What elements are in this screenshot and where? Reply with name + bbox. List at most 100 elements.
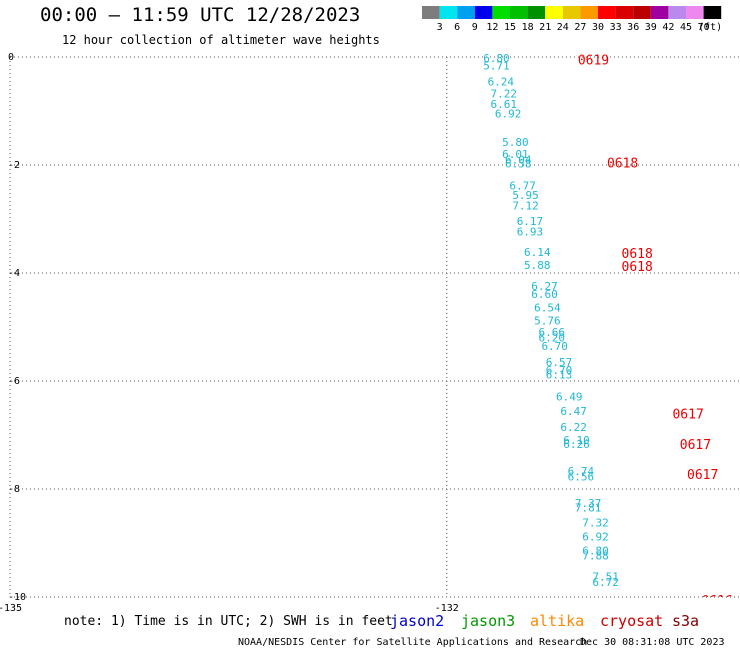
colorbar-swatch	[474, 6, 493, 19]
wave-height-value: 6.22	[560, 421, 587, 434]
colorbar-swatch	[580, 6, 598, 19]
colorbar-swatch	[703, 6, 722, 19]
colorbar-tick-label: 9	[472, 22, 478, 33]
wave-height-value: 6.27	[531, 280, 558, 293]
wave-height-value: 6.57	[546, 356, 573, 369]
satellite-legend-jason3: jason3	[461, 612, 515, 630]
colorbar-swatch	[527, 6, 546, 19]
colorbar-tick-label: 12	[486, 22, 498, 33]
pass-time-label: 0616	[702, 594, 733, 609]
pass-time-label: 0616	[702, 603, 733, 618]
altimeter-tracks: 6.805.716.247.226.616.925.806.016.046.58…	[483, 52, 619, 608]
colorbar-swatch	[562, 6, 581, 19]
track-west: 6.805.716.247.226.616.925.806.016.046.58…	[483, 52, 619, 608]
colorbar-swatch	[492, 6, 510, 19]
wave-height-value: 6.70	[541, 340, 568, 353]
wave-height-value: 6.24	[488, 75, 515, 88]
wave-height-value: 6.70	[546, 364, 573, 377]
wave-height-value: 5.71	[483, 60, 510, 73]
lon-tick-label: -135	[0, 603, 22, 614]
colorbar-swatch	[598, 6, 616, 19]
lat-tick-label: -2	[8, 160, 20, 171]
wave-height-value: 6.54	[534, 302, 561, 315]
lat-tick-label: -8	[8, 484, 20, 495]
pass-labels: 0619061806180618061706170617061606160637…	[578, 54, 733, 618]
colorbar-swatch	[422, 6, 440, 19]
colorbar-tick-label: 6	[454, 22, 460, 33]
wave-height-value: 6.60	[531, 288, 558, 301]
wave-height-value: 6.58	[505, 157, 532, 170]
wave-height-value: 6.74	[568, 465, 595, 478]
pass-time-label: 0617	[672, 407, 703, 422]
wave-height-value: 6.30	[592, 595, 619, 608]
wave-height-value: 6.01	[502, 148, 529, 161]
page-title: 00:00 — 11:59 UTC 12/28/2023	[40, 4, 361, 26]
colorbar-tick-label: 42	[662, 22, 674, 33]
wave-height-value: 6.10	[563, 434, 590, 447]
colorbar-swatch	[545, 6, 563, 19]
lat-tick-label: -6	[8, 376, 20, 387]
satellite-legend-jason2: jason2	[390, 612, 444, 630]
colorbar-unit: (ft)	[698, 22, 722, 33]
colorbar-swatch	[668, 6, 686, 19]
pass-time-label: 0618	[622, 260, 653, 275]
colorbar-swatch	[650, 6, 669, 19]
wave-height-value: 5.88	[524, 259, 551, 272]
colorbar-tick-label: 15	[504, 22, 516, 33]
wave-height-value: 6.49	[556, 391, 583, 404]
wave-height-value: 6.80	[483, 52, 510, 65]
wave-height-value: 7.51	[592, 570, 619, 583]
pass-time-label: 0617	[687, 468, 718, 483]
axis-tick-labels: -135-132-129-126-123-1200-2-4-6-8-10	[0, 52, 459, 614]
pass-time-label: 0618	[622, 247, 653, 262]
colorbar-swatch	[510, 6, 528, 19]
wave-height-value: 5.80	[502, 136, 529, 149]
pass-time-label: 0617	[680, 438, 711, 453]
wave-height-value: 6.80	[582, 545, 609, 558]
footer-timestamp: Dec 30 08:31:08 UTC 2023	[580, 637, 725, 648]
wave-height-value: 6.17	[517, 215, 544, 228]
colorbar-tick-label: 21	[539, 22, 551, 33]
page-subtitle: 12 hour collection of altimeter wave hei…	[62, 33, 380, 47]
wave-height-value: 7.12	[512, 200, 539, 213]
units-note: note: 1) Time is in UTC; 2) SWH is in fe…	[64, 614, 393, 629]
satellite-legend-cryosat: cryosat	[600, 612, 663, 630]
wave-height-value: 6.93	[517, 225, 544, 238]
wave-height-value: 6.92	[582, 531, 609, 544]
wave-height-value: 7.32	[582, 516, 609, 529]
pass-time-label: 0619	[578, 54, 609, 69]
wave-height-value: 6.77	[509, 180, 535, 193]
pass-time-label: 0618	[607, 156, 638, 171]
colorbar-tick-label: 18	[522, 22, 534, 33]
wave-height-value: 6.26	[563, 438, 590, 451]
colorbar-swatch	[633, 6, 651, 19]
colorbar-tick-label: 33	[610, 22, 622, 33]
wave-height-value: 6.04	[505, 154, 532, 167]
satellite-legend-s3a: s3a	[672, 612, 699, 630]
lon-tick-label: -132	[435, 603, 459, 614]
wave-height-value: 6.66	[539, 326, 566, 339]
wave-height-value: 6.72	[592, 576, 619, 589]
wave-height-value: 6.13	[546, 369, 573, 382]
colorbar-tick-label: 70	[698, 22, 710, 33]
wave-height-value: 7.37	[575, 497, 602, 510]
colorbar-tick-label: 30	[592, 22, 604, 33]
map-grid	[9, 56, 740, 598]
wave-height-value: 5.76	[534, 315, 561, 328]
wave-height-value: 6.56	[568, 471, 595, 484]
lat-tick-label: 0	[8, 52, 14, 63]
satellite-legend-altika: altika	[530, 612, 584, 630]
wave-height-value: 5.95	[512, 189, 539, 202]
colorbar-tick-label: 3	[437, 22, 443, 33]
lat-tick-label: -4	[8, 268, 20, 279]
colorbar-tick-label: 36	[627, 22, 639, 33]
wave-height-value: 6.61	[490, 98, 516, 111]
colorbar-tick-label: 39	[645, 22, 657, 33]
satellite-legend: jason2 jason3 altika cryosat s3a	[390, 612, 699, 630]
wave-height-value: 7.81	[575, 501, 602, 514]
colorbar-legend: 3 6 9 12 15 18 21 24 27 30 33 36 39 42 45 70(ft)	[422, 6, 722, 33]
colorbar-tick-label: 27	[574, 22, 586, 33]
wave-height-value: 6.92	[495, 108, 522, 121]
